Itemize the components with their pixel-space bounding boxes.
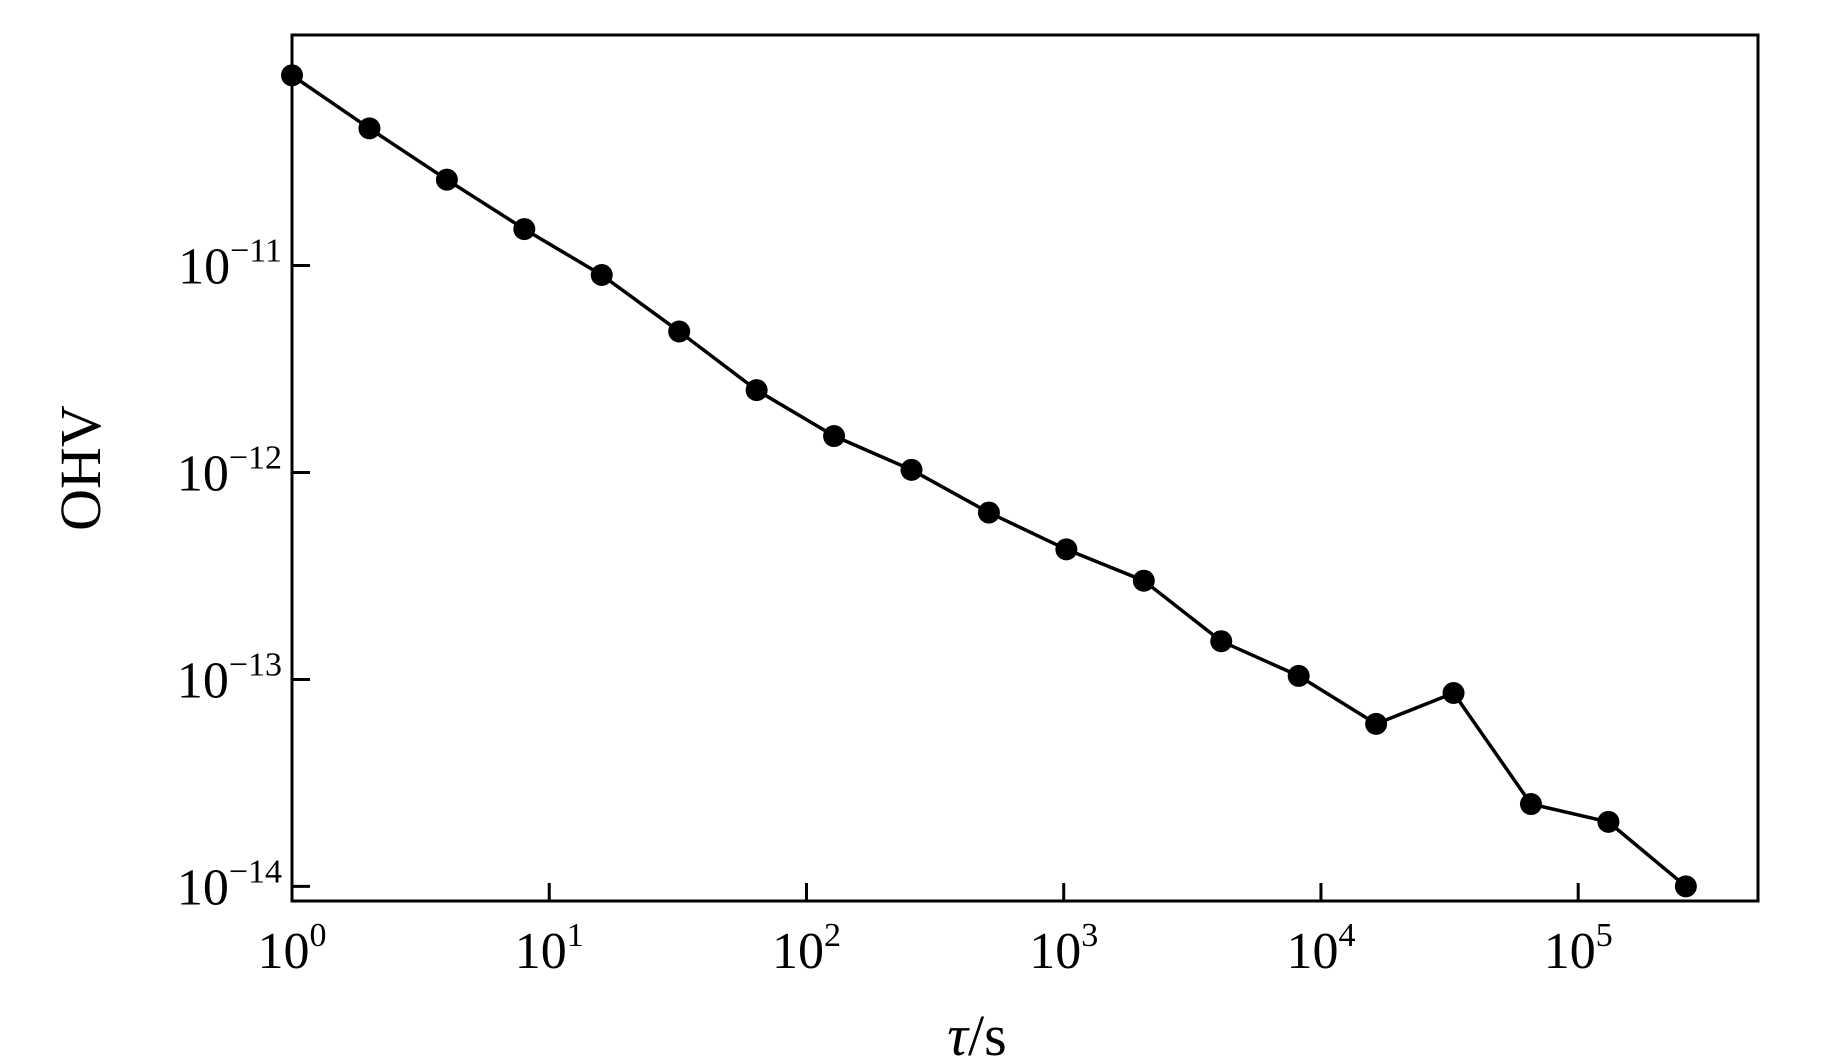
x-tick-base: 10 xyxy=(772,923,824,980)
x-tick-label: 105 xyxy=(1544,917,1613,980)
data-point xyxy=(1597,810,1620,833)
data-point xyxy=(1287,664,1310,687)
x-axis-symbol: τ xyxy=(947,1003,970,1063)
x-tick-base: 10 xyxy=(1029,923,1081,980)
x-tick-label: 101 xyxy=(515,917,584,980)
x-axis-unit: /s xyxy=(968,1003,1007,1063)
data-point xyxy=(1055,538,1078,561)
x-tick-exponent: 5 xyxy=(1596,917,1613,954)
data-point xyxy=(668,320,691,343)
data-point xyxy=(513,218,536,241)
x-tick-exponent: 0 xyxy=(310,917,327,954)
data-point xyxy=(1132,569,1155,592)
data-point xyxy=(823,425,846,448)
data-point xyxy=(435,168,458,191)
y-tick-exponent: −14 xyxy=(229,853,282,890)
data-point xyxy=(1674,875,1697,898)
x-tick-base: 10 xyxy=(1544,923,1596,980)
plot-frame xyxy=(290,33,1760,903)
x-tick-label: 100 xyxy=(258,917,327,980)
x-tick-exponent: 1 xyxy=(567,917,584,954)
data-point xyxy=(358,117,381,140)
data-point xyxy=(900,458,923,481)
data-point xyxy=(1210,630,1233,653)
y-axis-title: OHV xyxy=(48,405,113,531)
series-line xyxy=(291,73,1688,888)
y-tick-base: 10 xyxy=(178,239,230,296)
y-tick-label: 10−14 xyxy=(177,853,282,916)
x-axis-title: τ/s xyxy=(947,1003,1006,1063)
data-point xyxy=(745,379,768,402)
x-tick-exponent: 3 xyxy=(1081,917,1098,954)
x-tick-base: 10 xyxy=(1286,923,1338,980)
data-point xyxy=(1365,712,1388,735)
x-axis-ticks: 100 101 102 103 104 105 xyxy=(258,883,1613,980)
x-tick-label: 102 xyxy=(772,917,841,980)
y-tick-exponent: −12 xyxy=(229,439,282,476)
x-tick-exponent: 4 xyxy=(1338,917,1355,954)
data-point xyxy=(590,264,613,287)
x-tick-base: 10 xyxy=(258,923,310,980)
x-tick-label: 103 xyxy=(1029,917,1098,980)
y-tick-base: 10 xyxy=(177,859,229,916)
y-tick-label: 10−12 xyxy=(177,439,282,502)
data-point xyxy=(281,64,303,87)
y-tick-label: 10−11 xyxy=(178,233,282,296)
data-point xyxy=(1442,681,1465,704)
y-tick-exponent: −13 xyxy=(229,646,282,683)
x-tick-label: 104 xyxy=(1286,917,1355,980)
x-tick-base: 10 xyxy=(515,923,567,980)
series-layer xyxy=(281,64,1697,898)
y-tick-base: 10 xyxy=(177,445,229,502)
y-tick-exponent: −11 xyxy=(230,233,282,270)
y-tick-base: 10 xyxy=(177,652,229,709)
y-tick-label: 10−13 xyxy=(177,646,282,709)
data-point xyxy=(1519,793,1542,816)
x-tick-exponent: 2 xyxy=(824,917,841,954)
data-point xyxy=(977,501,1000,524)
